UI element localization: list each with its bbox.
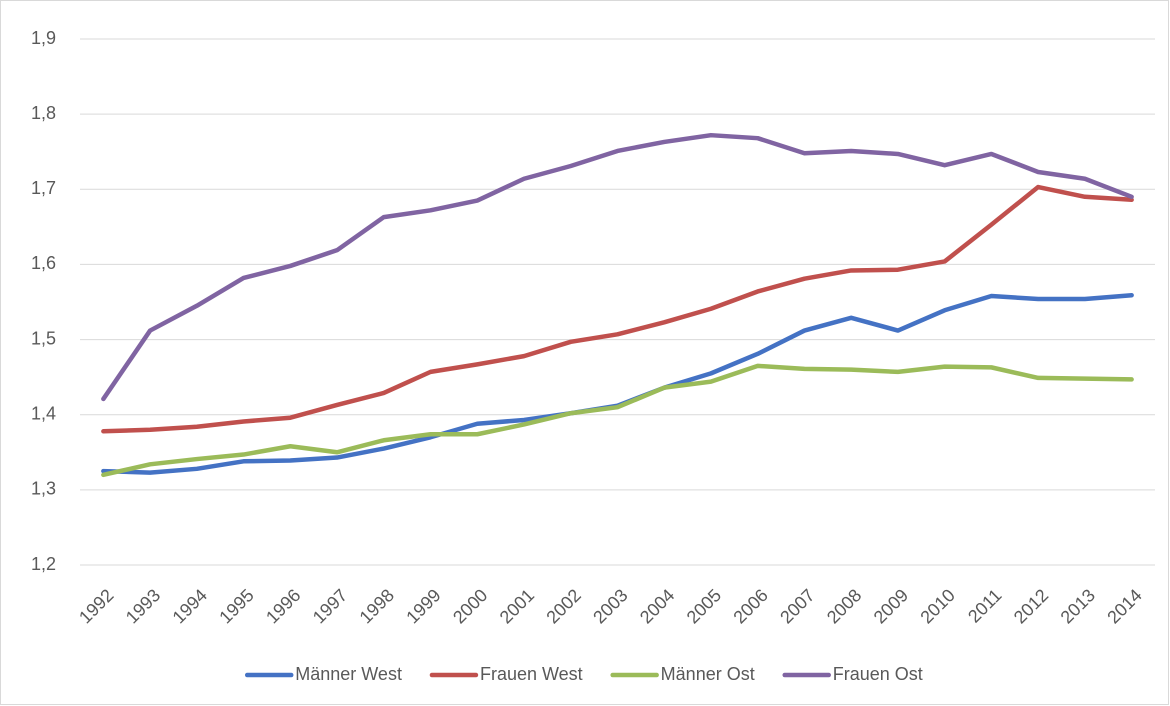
y-tick-label: 1,5 — [31, 328, 56, 348]
y-tick-label: 1,3 — [31, 479, 56, 499]
series-line — [101, 184, 1134, 434]
y-tick-label: 1,2 — [31, 554, 56, 574]
legend-label: Frauen West — [480, 664, 583, 684]
y-tick-label: 1,7 — [31, 178, 56, 198]
y-tick-label: 1,8 — [31, 103, 56, 123]
legend-label: Männer Ost — [661, 664, 755, 684]
y-tick-label: 1,9 — [31, 28, 56, 48]
y-tick-label: 1,6 — [31, 253, 56, 273]
legend-label: Männer West — [295, 664, 402, 684]
legend-label: Frauen Ost — [833, 664, 923, 684]
series-line — [101, 363, 1134, 478]
series-line — [101, 132, 1134, 402]
y-tick-label: 1,4 — [31, 403, 56, 423]
